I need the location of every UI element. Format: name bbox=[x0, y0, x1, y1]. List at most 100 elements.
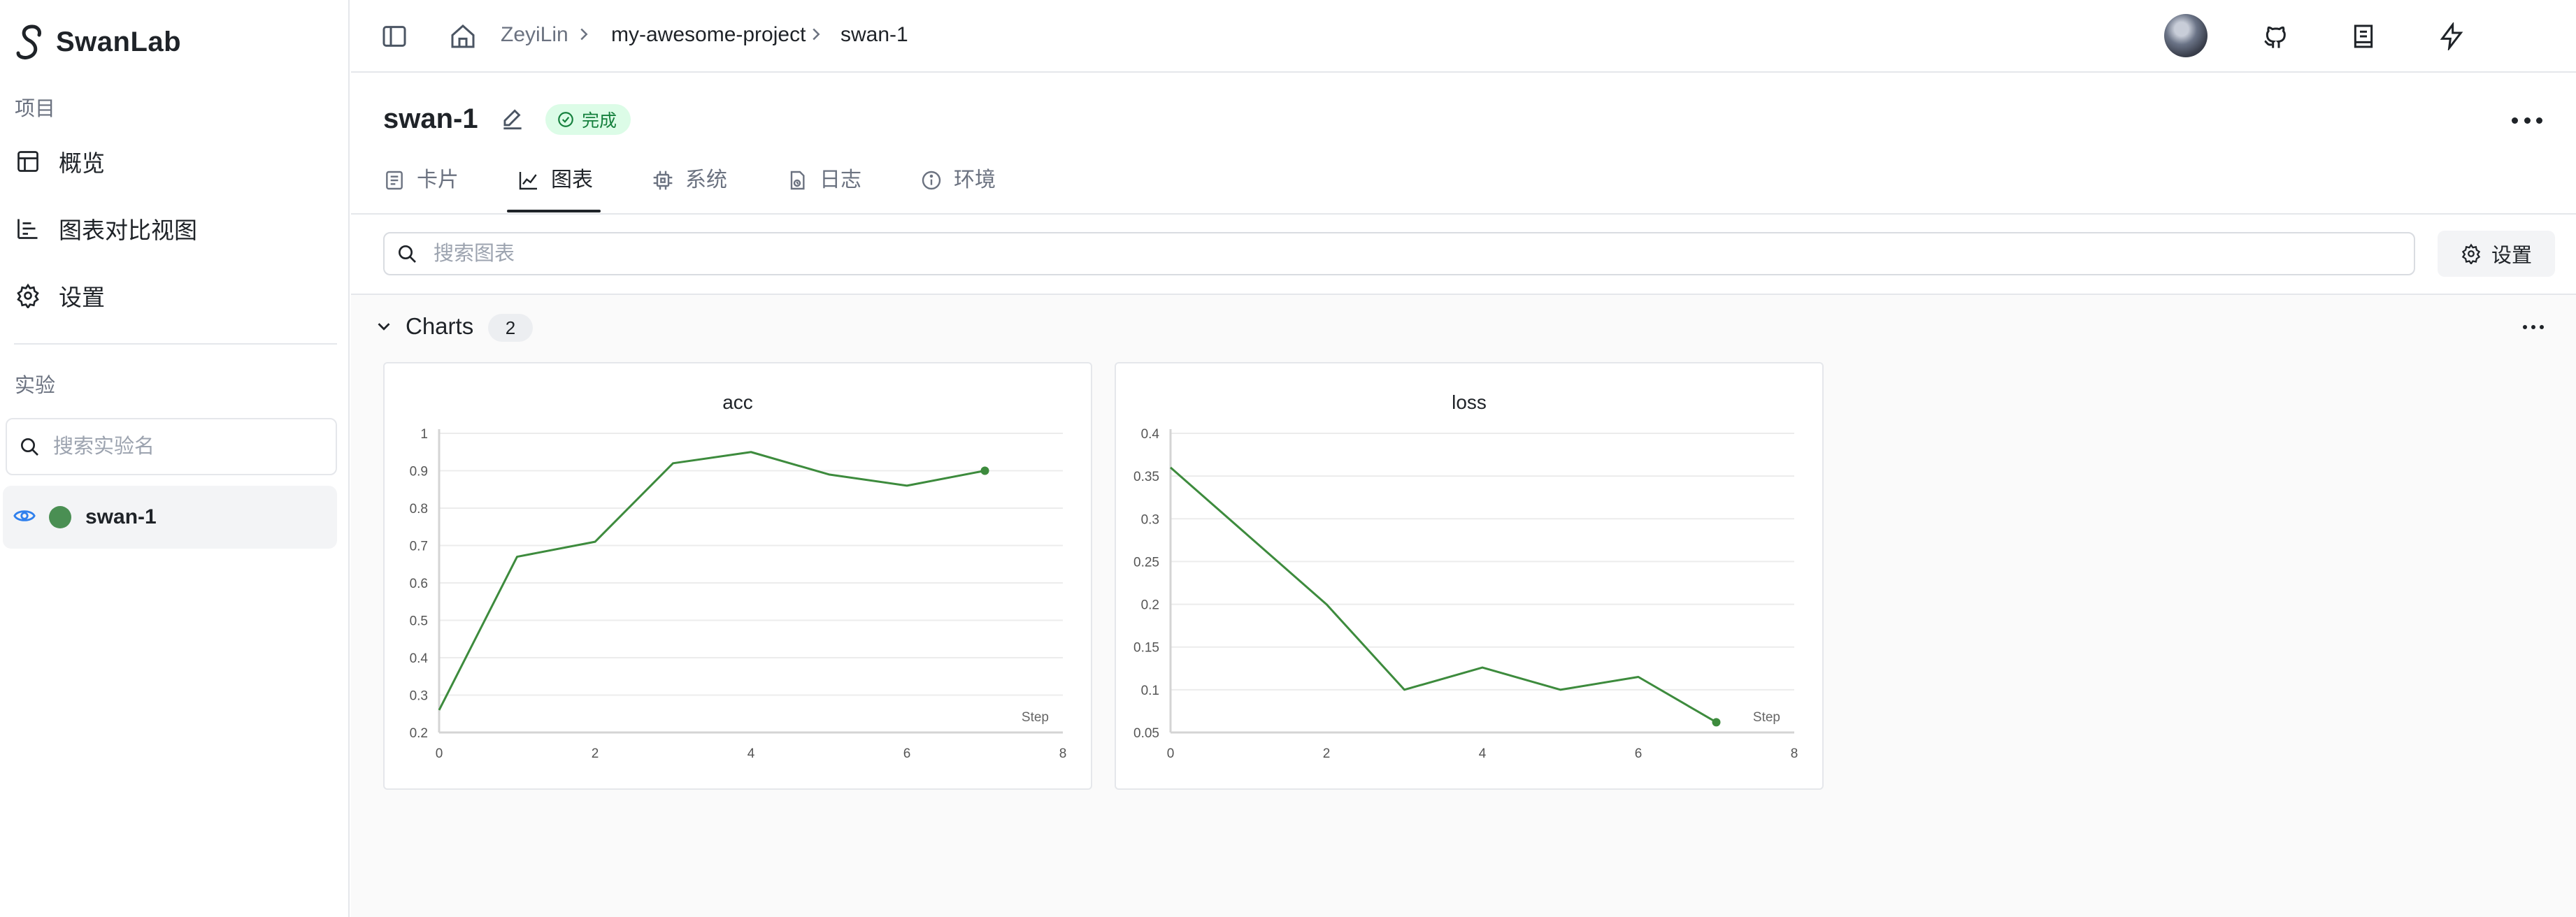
tab-label: 日志 bbox=[820, 168, 861, 192]
experiment-search[interactable] bbox=[6, 418, 337, 475]
edit-icon[interactable] bbox=[499, 106, 526, 133]
swanlab-logo-icon bbox=[16, 24, 41, 59]
sidebar-item-label: 图表对比视图 bbox=[59, 217, 197, 243]
sidebar-item-settings[interactable]: 设置 bbox=[14, 273, 336, 318]
sidebar-item-label: 设置 bbox=[59, 284, 105, 310]
x-tick-label: 2 bbox=[1323, 746, 1331, 761]
chart-group-title[interactable]: Charts bbox=[406, 313, 474, 339]
tab-logs[interactable]: 日志 bbox=[786, 165, 861, 214]
bar-chart-icon bbox=[14, 215, 42, 243]
docs-icon[interactable] bbox=[2347, 20, 2380, 53]
chart-plot-loss: 0.05 0.1 0.15 0.2 0.25 0.3 0.35 0.4 0 2 4 6 8 Step bbox=[1133, 427, 1798, 761]
gear-icon bbox=[14, 282, 42, 310]
x-tick-label: 4 bbox=[747, 746, 755, 761]
run-title: swan-1 bbox=[383, 103, 478, 134]
sidebar-item-label: 概览 bbox=[59, 150, 105, 176]
brand[interactable]: SwanLab bbox=[14, 22, 181, 62]
tab-label: 系统 bbox=[685, 168, 727, 192]
x-axis-title: Step bbox=[1753, 710, 1780, 725]
chart-card-acc[interactable]: acc 0.2 0.3 0.4 0.5 0.6 0.7 0.8 0.9 1 0 2 4 6 8 Step bbox=[383, 362, 1092, 790]
data-point bbox=[980, 466, 989, 475]
experiment-color-dot[interactable] bbox=[49, 506, 71, 528]
x-tick-label: 2 bbox=[592, 746, 599, 761]
search-icon bbox=[21, 438, 38, 456]
status-text: 完成 bbox=[582, 111, 617, 131]
y-tick-label: 0.9 bbox=[410, 465, 428, 479]
eye-icon[interactable] bbox=[13, 504, 36, 531]
data-point bbox=[1712, 718, 1721, 727]
tab-label: 卡片 bbox=[417, 168, 459, 192]
y-tick-label: 0.2 bbox=[1141, 598, 1159, 613]
experiment-row[interactable]: swan-1 bbox=[3, 486, 337, 549]
x-tick-label: 8 bbox=[1791, 746, 1798, 761]
dot bbox=[2540, 325, 2544, 329]
brand-name: SwanLab bbox=[56, 26, 182, 57]
info-icon bbox=[922, 171, 941, 190]
chart-title: acc bbox=[722, 391, 753, 413]
check-circle-icon bbox=[558, 112, 573, 127]
dot bbox=[2523, 325, 2527, 329]
dot bbox=[2512, 117, 2518, 124]
y-tick-label: 0.4 bbox=[410, 651, 429, 666]
chart-group-more-button[interactable] bbox=[2523, 320, 2544, 334]
sidebar-divider bbox=[14, 343, 337, 345]
x-axis-title: Step bbox=[1022, 710, 1049, 725]
home-icon[interactable] bbox=[446, 20, 480, 53]
y-tick-label: 0.7 bbox=[410, 540, 428, 554]
more-options-button[interactable] bbox=[2512, 108, 2542, 133]
chart-group-count: 2 bbox=[488, 314, 533, 342]
search-icon bbox=[399, 245, 416, 263]
chevron-down-icon[interactable] bbox=[373, 316, 394, 337]
gear-icon bbox=[2461, 243, 2481, 264]
lightning-icon[interactable] bbox=[2435, 20, 2468, 53]
y-tick-label: 0.8 bbox=[410, 502, 428, 517]
breadcrumb-workspace[interactable]: ZeyiLin bbox=[501, 23, 568, 46]
avatar[interactable] bbox=[2164, 14, 2208, 57]
chevron-right-icon bbox=[580, 28, 588, 41]
chart-card-loss[interactable]: loss 0.05 0.1 0.15 0.2 0.25 0.3 0.35 0.4 0 2 4 6 8 St… bbox=[1115, 362, 1824, 790]
status-badge: 完成 bbox=[545, 104, 631, 135]
breadcrumb-project[interactable]: my-awesome-project bbox=[611, 23, 806, 46]
breadcrumb-run[interactable]: swan-1 bbox=[840, 23, 908, 46]
github-icon[interactable] bbox=[2259, 20, 2292, 53]
y-tick-label: 0.15 bbox=[1133, 641, 1159, 656]
sidebar-toggle-icon[interactable] bbox=[378, 20, 411, 53]
y-tick-label: 0.2 bbox=[410, 726, 428, 741]
tab-label: 图表 bbox=[551, 168, 593, 192]
y-tick-label: 0.4 bbox=[1141, 427, 1160, 442]
x-tick-label: 6 bbox=[1635, 746, 1643, 761]
chart-search[interactable] bbox=[383, 232, 2415, 275]
chevron-right-icon bbox=[813, 28, 820, 41]
y-tick-label: 0.6 bbox=[410, 577, 428, 591]
chart-plot-acc: 0.2 0.3 0.4 0.5 0.6 0.7 0.8 0.9 1 0 2 4 6 8 Step bbox=[410, 427, 1067, 761]
active-tab-indicator bbox=[507, 210, 601, 212]
y-tick-label: 0.05 bbox=[1133, 726, 1159, 741]
dot bbox=[2536, 117, 2542, 124]
top-bar: ZeyiLin my-awesome-project swan-1 bbox=[351, 0, 2576, 73]
tab-system[interactable]: 系统 bbox=[652, 165, 727, 214]
project-section-label: 项目 bbox=[15, 98, 56, 120]
chart-search-input[interactable] bbox=[434, 242, 2321, 266]
chart-settings-button[interactable]: 设置 bbox=[2438, 231, 2555, 277]
card-icon bbox=[386, 171, 403, 190]
experiments-section-label: 实验 bbox=[15, 375, 56, 397]
settings-label: 设置 bbox=[2491, 245, 2532, 267]
tab-environment[interactable]: 环境 bbox=[920, 165, 996, 214]
dot bbox=[2531, 325, 2535, 329]
x-tick-label: 0 bbox=[1167, 746, 1175, 761]
y-tick-label: 0.35 bbox=[1133, 470, 1159, 484]
y-tick-label: 0.5 bbox=[410, 614, 428, 629]
chart-title: loss bbox=[1452, 391, 1487, 413]
log-icon bbox=[790, 171, 805, 190]
y-tick-label: 0.3 bbox=[410, 689, 428, 704]
table-icon bbox=[14, 147, 42, 175]
tab-charts[interactable]: 图表 bbox=[517, 165, 593, 214]
sidebar-item-compare-charts[interactable]: 图表对比视图 bbox=[14, 206, 336, 251]
experiment-search-input[interactable] bbox=[53, 435, 333, 458]
x-tick-label: 4 bbox=[1479, 746, 1487, 761]
tab-cards[interactable]: 卡片 bbox=[383, 165, 459, 214]
y-tick-label: 0.1 bbox=[1141, 684, 1159, 698]
x-tick-label: 6 bbox=[903, 746, 911, 761]
sidebar-item-overview[interactable]: 概览 bbox=[14, 139, 336, 184]
